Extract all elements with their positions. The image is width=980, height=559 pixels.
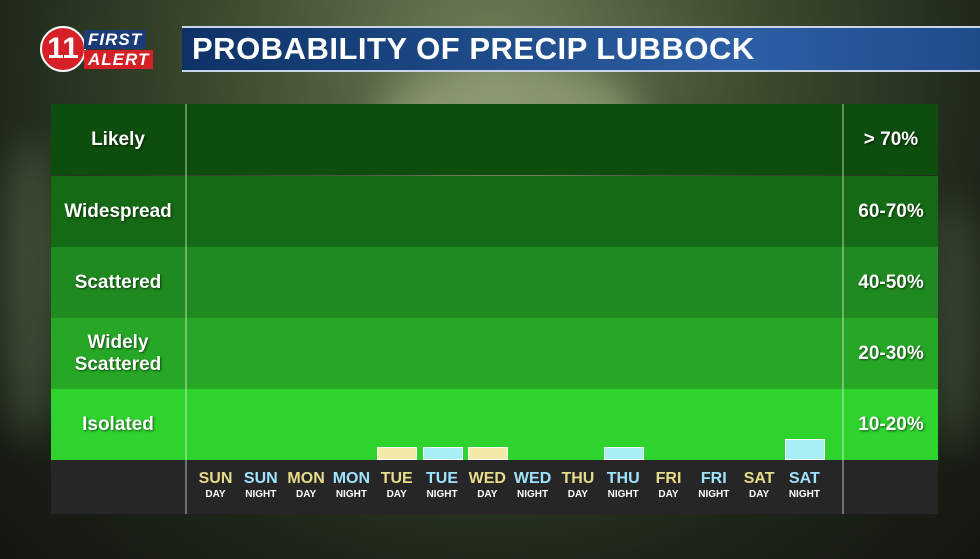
x-tick-label: WED NIGHT bbox=[510, 470, 555, 502]
x-tick-day: SUN bbox=[198, 470, 233, 487]
x-tick-label: THU DAY bbox=[555, 470, 600, 502]
page-title: PROBABILITY OF PRECIP LUBBOCK bbox=[192, 31, 755, 66]
x-tick-part: DAY bbox=[205, 489, 226, 500]
x-tick-day: THU bbox=[561, 470, 595, 487]
band-range: 40-50% bbox=[858, 271, 924, 293]
x-tick-day: THU bbox=[606, 470, 640, 487]
x-tick-part: DAY bbox=[477, 489, 498, 500]
band-label: Widespread bbox=[64, 200, 172, 222]
x-tick-label: TUE DAY bbox=[374, 470, 419, 502]
x-tick-day: SAT bbox=[788, 470, 820, 487]
x-tick-day: SAT bbox=[743, 470, 775, 487]
precip-chart: Likely > 70% Widespread 60-70% Scattered 40-5… bbox=[51, 104, 938, 514]
x-tick-day: SUN bbox=[243, 470, 278, 487]
band-1: Widespread 60-70% bbox=[51, 176, 938, 247]
x-tick-part: NIGHT bbox=[426, 489, 458, 500]
x-tick-part: DAY bbox=[567, 489, 588, 500]
x-tick-part: NIGHT bbox=[517, 489, 549, 500]
x-tick-day: MON bbox=[332, 470, 371, 487]
x-tick-label: MON DAY bbox=[284, 470, 329, 502]
bar-thu-night bbox=[603, 447, 644, 460]
bar-sat-night bbox=[784, 439, 825, 460]
logo-number: 11 bbox=[40, 26, 86, 72]
x-tick-label: SUN NIGHT bbox=[238, 470, 283, 502]
x-tick-part: NIGHT bbox=[698, 489, 730, 500]
bar-tue-day bbox=[377, 447, 418, 460]
x-tick-label: SUN DAY bbox=[193, 470, 238, 502]
x-axis-strip bbox=[51, 460, 938, 514]
x-tick-label: WED DAY bbox=[465, 470, 510, 502]
x-tick-label: SAT DAY bbox=[737, 470, 782, 502]
x-tick-day: WED bbox=[513, 470, 552, 487]
x-tick-label: MON NIGHT bbox=[329, 470, 374, 502]
x-tick-part: DAY bbox=[295, 489, 317, 500]
band-range: 10-20% bbox=[858, 413, 924, 435]
x-tick-label: TUE NIGHT bbox=[420, 470, 465, 502]
x-tick-day: WED bbox=[468, 470, 506, 487]
band-label: Scattered bbox=[74, 271, 162, 293]
x-tick-label: THU NIGHT bbox=[601, 470, 646, 502]
title-bar: PROBABILITY OF PRECIP LUBBOCK bbox=[182, 26, 980, 72]
x-tick-label: FRI NIGHT bbox=[691, 470, 736, 502]
background-blur bbox=[930, 200, 980, 450]
x-tick-part: DAY bbox=[748, 489, 770, 500]
x-tick-part: DAY bbox=[386, 489, 407, 500]
band-range: 60-70% bbox=[858, 200, 924, 222]
x-tick-part: NIGHT bbox=[607, 489, 639, 500]
band-2: Scattered 40-50% bbox=[51, 247, 938, 318]
x-tick-part: DAY bbox=[658, 489, 679, 500]
background-blur bbox=[0, 140, 60, 440]
band-0: Likely > 70% bbox=[51, 104, 938, 175]
range-divider bbox=[842, 104, 844, 514]
station-logo: 11 FIRST ALERT bbox=[40, 26, 170, 72]
bar-wed-day bbox=[467, 447, 508, 460]
band-range: > 70% bbox=[863, 128, 919, 150]
x-tick-part: NIGHT bbox=[245, 489, 277, 500]
band-3: Widely Scattered 20-30% bbox=[51, 318, 938, 389]
x-tick-part: NIGHT bbox=[788, 489, 820, 500]
x-tick-part: NIGHT bbox=[335, 489, 367, 500]
x-tick-day: MON bbox=[287, 470, 325, 487]
logo-word-alert: ALERT bbox=[84, 50, 154, 69]
bar-tue-night bbox=[422, 447, 463, 460]
x-tick-label: SAT NIGHT bbox=[782, 470, 827, 502]
x-tick-day: TUE bbox=[426, 470, 458, 487]
x-tick-day: TUE bbox=[380, 470, 413, 487]
band-label: Isolated bbox=[82, 413, 154, 435]
x-tick-day: FRI bbox=[700, 470, 727, 487]
x-tick-label: FRI DAY bbox=[646, 470, 691, 502]
label-divider bbox=[185, 104, 187, 514]
x-tick-day: FRI bbox=[655, 470, 682, 487]
band-range: 20-30% bbox=[858, 342, 924, 364]
logo-word-first: FIRST bbox=[84, 30, 147, 49]
band-label: Widely Scattered bbox=[74, 331, 162, 375]
band-label: Likely bbox=[91, 128, 145, 150]
